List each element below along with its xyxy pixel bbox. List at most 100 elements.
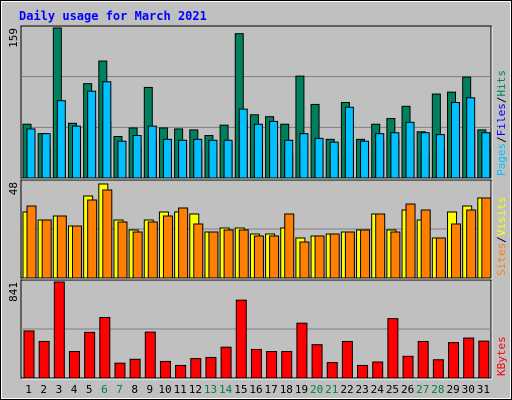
bar-sites-day-10 — [162, 215, 173, 279]
bar-sites-day-30 — [466, 209, 477, 279]
y-max-label: 841 — [7, 282, 20, 302]
bar-kbytes-day-15 — [235, 299, 247, 379]
bar-pages-day-3 — [56, 100, 66, 179]
x-tick-day-27: 27 — [416, 383, 429, 396]
bar-sites-day-14 — [223, 229, 234, 279]
bar-pages-day-1 — [26, 128, 36, 179]
bar-sites-day-28 — [435, 237, 446, 279]
legend-item: Files — [495, 103, 508, 136]
legend-bottom: KBytes — [495, 336, 508, 376]
bar-pages-day-26 — [405, 121, 415, 179]
x-tick-day-19: 19 — [295, 383, 308, 396]
bar-sites-day-24 — [375, 213, 386, 279]
bar-pages-day-24 — [375, 133, 385, 179]
bar-kbytes-day-17 — [266, 351, 278, 379]
bar-kbytes-day-10 — [159, 360, 171, 379]
bar-pages-day-20 — [314, 137, 324, 179]
x-tick-day-15: 15 — [234, 383, 247, 396]
x-tick-day-25: 25 — [386, 383, 399, 396]
x-tick-day-6: 6 — [101, 383, 108, 396]
bar-kbytes-day-5 — [84, 331, 96, 379]
bar-pages-day-2 — [41, 133, 51, 179]
bar-sites-day-8 — [132, 231, 143, 279]
bar-pages-day-4 — [71, 125, 81, 179]
bar-sites-day-5 — [87, 199, 98, 279]
x-tick-day-4: 4 — [71, 383, 78, 396]
bar-sites-day-9 — [147, 221, 158, 279]
bar-kbytes-day-9 — [144, 331, 156, 379]
bar-sites-day-15 — [238, 229, 249, 279]
legend-item: Visits — [495, 197, 508, 237]
x-tick-day-1: 1 — [25, 383, 32, 396]
bar-pages-day-29 — [451, 102, 461, 179]
bar-kbytes-day-14 — [220, 346, 232, 379]
bar-kbytes-day-8 — [129, 358, 141, 379]
x-tick-day-28: 28 — [431, 383, 444, 396]
bar-kbytes-day-21 — [326, 362, 338, 379]
bar-kbytes-day-28 — [432, 359, 444, 379]
x-tick-day-30: 30 — [462, 383, 475, 396]
bar-kbytes-day-6 — [99, 317, 111, 379]
panel-bottom: 841 KBytes — [7, 279, 508, 380]
bar-sites-day-18 — [284, 213, 295, 279]
bar-pages-day-15 — [238, 108, 248, 179]
legend-item: Hits — [495, 70, 508, 97]
x-tick-day-5: 5 — [86, 383, 93, 396]
x-tick-day-21: 21 — [325, 383, 338, 396]
bar-sites-day-4 — [71, 225, 82, 279]
bar-pages-day-27 — [420, 132, 430, 179]
bar-sites-day-16 — [253, 235, 264, 279]
bar-kbytes-day-23 — [357, 364, 369, 379]
bar-kbytes-day-13 — [205, 356, 217, 379]
bar-sites-day-21 — [329, 233, 340, 279]
legend-item: / — [495, 97, 508, 104]
bar-kbytes-day-20 — [311, 344, 323, 379]
bar-sites-day-27 — [420, 209, 431, 279]
bar-pages-day-12 — [193, 138, 203, 179]
x-tick-day-17: 17 — [265, 383, 278, 396]
bar-kbytes-day-3 — [53, 281, 65, 379]
bar-kbytes-day-12 — [190, 358, 202, 379]
x-tick-day-2: 2 — [40, 383, 47, 396]
bar-sites-day-20 — [314, 235, 325, 279]
bar-sites-day-31 — [481, 197, 492, 279]
bar-sites-day-26 — [405, 203, 416, 279]
legend-item: KBytes — [495, 336, 508, 376]
bar-kbytes-day-16 — [250, 348, 262, 379]
bar-kbytes-day-7 — [114, 362, 126, 379]
bar-sites-day-13 — [208, 231, 219, 279]
bar-sites-day-3 — [56, 215, 67, 279]
x-tick-day-10: 10 — [158, 383, 171, 396]
x-tick-day-22: 22 — [340, 383, 353, 396]
legend-item: / — [495, 136, 508, 143]
x-tick-day-12: 12 — [189, 383, 202, 396]
x-tick-day-13: 13 — [204, 383, 217, 396]
bar-kbytes-day-1 — [23, 330, 35, 379]
bar-pages-day-11 — [178, 139, 188, 179]
bar-sites-day-19 — [299, 241, 310, 279]
bar-pages-day-17 — [269, 120, 279, 179]
x-tick-day-16: 16 — [249, 383, 262, 396]
chart-title: Daily usage for March 2021 — [19, 9, 207, 23]
bar-kbytes-day-24 — [372, 361, 384, 379]
bar-sites-day-25 — [390, 231, 401, 279]
x-tick-day-20: 20 — [310, 383, 323, 396]
bar-kbytes-day-29 — [448, 342, 460, 379]
bar-kbytes-day-2 — [38, 340, 50, 379]
bar-sites-day-23 — [360, 229, 371, 279]
legend-middle: Sites/Visits — [495, 197, 508, 277]
bar-kbytes-day-4 — [68, 351, 80, 379]
bar-sites-day-17 — [269, 235, 280, 279]
bar-sites-day-7 — [117, 221, 128, 279]
bar-sites-day-1 — [26, 205, 37, 279]
bar-pages-day-25 — [390, 132, 400, 179]
bar-sites-day-12 — [193, 223, 204, 279]
x-tick-day-14: 14 — [219, 383, 233, 396]
bar-pages-day-18 — [284, 139, 294, 179]
x-tick-day-23: 23 — [356, 383, 369, 396]
x-tick-day-3: 3 — [56, 383, 63, 396]
legend-item: Pages — [495, 143, 508, 176]
